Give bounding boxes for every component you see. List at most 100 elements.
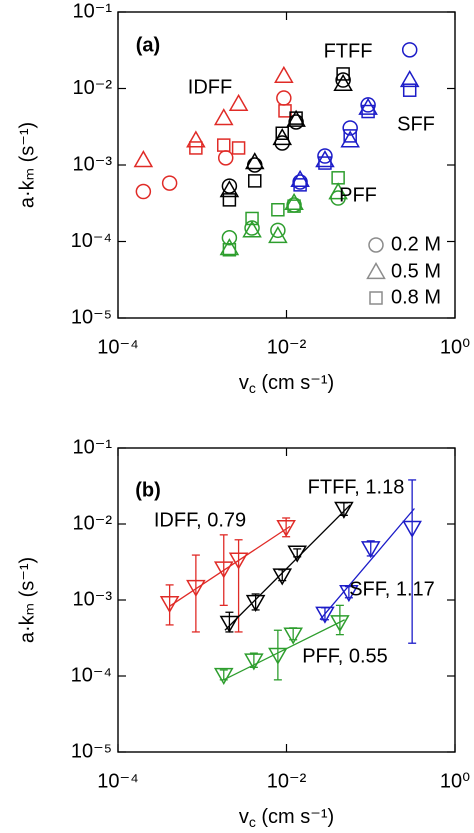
fit-line	[319, 508, 415, 621]
x-axis-label-part: (cm s⁻¹)	[256, 372, 334, 394]
point	[315, 606, 335, 624]
y-tick-label: 10⁻⁴	[71, 664, 112, 686]
y-axis-label: a·kₘ (s⁻¹)	[16, 122, 38, 208]
legend-label: 0.8 M	[391, 286, 441, 308]
point	[268, 647, 288, 665]
group-label: FTFF	[324, 40, 373, 62]
point	[221, 229, 238, 246]
point	[189, 141, 203, 155]
group-label: SFF	[397, 113, 435, 135]
point	[276, 519, 296, 538]
point	[244, 653, 264, 671]
point	[318, 156, 332, 170]
point	[276, 90, 292, 106]
point	[292, 174, 308, 190]
point	[340, 130, 360, 148]
point	[333, 73, 353, 91]
point	[331, 171, 345, 185]
y-axis-label: a·kₘ (s⁻¹)	[16, 557, 38, 643]
x-axis-label-part: v	[239, 372, 249, 394]
point	[401, 42, 418, 58]
point	[272, 128, 293, 146]
point	[186, 579, 206, 598]
point	[245, 211, 259, 226]
series-label: FTFF, 1.18	[308, 476, 405, 498]
panel: 10⁻⁴ 10⁻² 10⁰ 10⁻⁵ 10⁻⁴ 10⁻³ 10⁻² 10⁻¹ vc (cm s⁻…	[16, 436, 470, 829]
y-tick-label: 10⁻⁵	[71, 306, 112, 328]
point	[289, 111, 303, 125]
point	[135, 183, 152, 200]
y-tick-label: 10⁻¹	[73, 0, 113, 22]
point	[247, 157, 263, 173]
point	[213, 667, 234, 686]
x-tick-label: 10⁻²	[267, 336, 307, 358]
legend-label: 0.2 M	[391, 233, 441, 255]
point	[228, 93, 249, 111]
point	[287, 199, 301, 213]
group-label: PFF	[339, 184, 377, 206]
point	[335, 72, 351, 88]
point	[219, 180, 240, 198]
point	[270, 222, 286, 239]
point	[334, 501, 354, 519]
point	[278, 104, 292, 118]
series-label: PFF, 0.55	[302, 645, 388, 667]
point	[360, 541, 381, 559]
point	[133, 150, 154, 168]
fit-line	[223, 619, 345, 681]
x-tick-label: 10⁻²	[267, 770, 307, 792]
point	[336, 67, 350, 81]
x-axis-label-part: c	[249, 814, 256, 830]
point	[217, 150, 234, 166]
point	[222, 193, 237, 207]
series-label: SFF, 1.17	[349, 578, 435, 600]
point	[288, 114, 304, 130]
y-tick-label: 10⁻¹	[73, 436, 113, 458]
point	[244, 152, 265, 170]
fit-line	[224, 504, 351, 631]
x-tick-label: 10⁰	[440, 770, 470, 792]
point	[231, 141, 246, 155]
point	[213, 561, 234, 579]
y-tick-label: 10⁻³	[73, 588, 113, 610]
point	[293, 178, 307, 192]
point	[213, 108, 234, 126]
point	[328, 182, 348, 200]
point	[161, 175, 178, 191]
x-tick-label: 10⁻⁴	[97, 336, 138, 358]
point	[219, 615, 240, 633]
legend-marker	[369, 291, 383, 305]
point	[272, 568, 293, 586]
point	[317, 148, 333, 164]
point	[268, 225, 288, 244]
point	[217, 138, 231, 152]
point	[274, 65, 294, 84]
point	[186, 130, 206, 148]
point	[402, 520, 422, 538]
x-axis-label: vc (cm s⁻¹)	[239, 372, 334, 395]
y-tick-label: 10⁻⁴	[71, 230, 112, 252]
point	[219, 238, 240, 256]
point	[245, 594, 266, 613]
point	[315, 150, 335, 168]
point	[283, 627, 303, 645]
x-axis-label-part: (cm s⁻¹)	[256, 806, 334, 828]
point	[399, 70, 420, 88]
y-tick-label: 10⁻²	[73, 512, 113, 534]
x-axis-label-part: c	[249, 380, 256, 396]
point	[275, 126, 289, 141]
point	[221, 178, 238, 194]
x-tick-label: 10⁰	[440, 336, 470, 358]
y-tick-label: 10⁻³	[73, 153, 113, 175]
point	[228, 552, 249, 570]
point	[222, 243, 237, 257]
point	[402, 83, 417, 97]
point	[271, 203, 285, 217]
point	[287, 545, 308, 563]
point	[248, 174, 262, 188]
panel-title: (a)	[136, 34, 160, 56]
panel: 10⁻⁴ 10⁻² 10⁰ 10⁻⁵ 10⁻⁴ 10⁻³ 10⁻² 10⁻¹ vc (cm s⁻…	[16, 0, 470, 395]
point	[242, 220, 262, 238]
x-axis-label: vc (cm s⁻¹)	[239, 806, 334, 829]
